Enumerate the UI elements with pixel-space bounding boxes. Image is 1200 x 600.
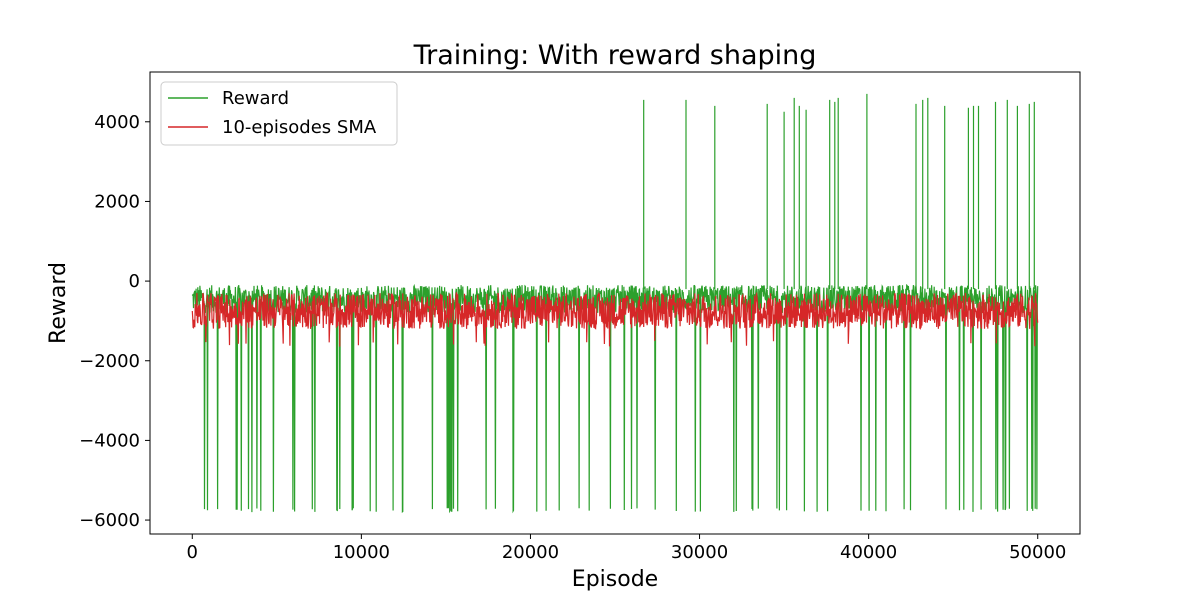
y-axis-label: Reward [46,262,71,344]
legend-label-reward: Reward [222,88,289,109]
x-tick-label: 30000 [671,542,728,563]
chart-title: Training: With reward shaping [413,40,817,71]
x-tick-label: 10000 [333,542,390,563]
legend-label-sma: 10-episodes SMA [222,117,377,138]
legend-frame [160,81,398,146]
y-axis: −6000 −4000 −2000 0 2000 4000 [79,112,150,531]
y-tick-label: −6000 [79,510,140,531]
y-tick-label: 0 [129,271,140,292]
legend: Reward 10-episodes SMA [160,81,398,146]
x-axis-label: Episode [572,567,658,592]
series-sma-line [191,291,1039,347]
x-tick-label: 20000 [502,542,559,563]
x-tick-label: 40000 [840,542,897,563]
y-tick-label: 2000 [94,191,140,212]
y-tick-label: −2000 [79,351,140,372]
y-tick-label: 4000 [94,112,140,133]
x-tick-label: 0 [187,542,198,563]
plot-frame [149,71,1081,535]
x-axis: 0 10000 20000 30000 40000 50000 [187,534,1066,563]
y-tick-label: −4000 [79,430,140,451]
x-tick-label: 50000 [1009,542,1066,563]
plot-area [149,71,1081,535]
